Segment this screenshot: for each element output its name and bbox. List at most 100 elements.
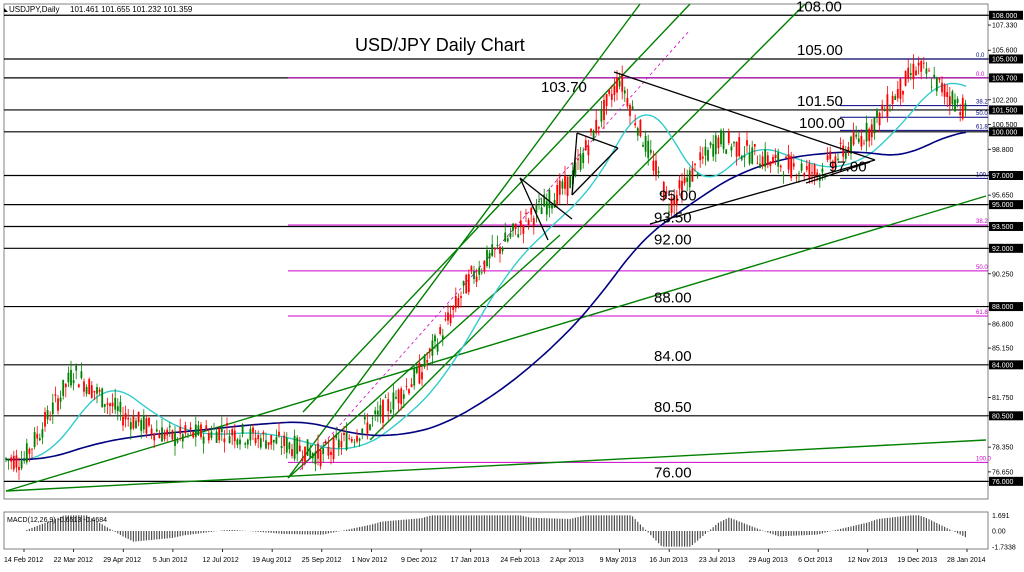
candle-body xyxy=(304,446,306,462)
candle-body xyxy=(527,220,530,226)
candle-body xyxy=(241,424,244,434)
candle-body xyxy=(881,104,884,111)
candle-body xyxy=(917,62,920,66)
candle-body xyxy=(124,413,127,420)
candle-body xyxy=(634,123,637,126)
candle-body xyxy=(215,431,218,443)
candle-body xyxy=(686,177,689,182)
candle-body xyxy=(618,80,621,87)
candle-body xyxy=(70,369,72,386)
candle-body xyxy=(395,397,397,399)
candle-body xyxy=(829,151,832,160)
candle-body xyxy=(626,97,629,107)
candle-body xyxy=(275,437,278,444)
candle-body xyxy=(389,409,392,413)
candle-body xyxy=(811,172,813,174)
candle-body xyxy=(317,443,319,459)
main-plot-frame xyxy=(3,3,989,500)
y-tick-label-bg xyxy=(989,54,1023,64)
candle-body xyxy=(720,130,722,145)
candle-body xyxy=(283,435,286,447)
y-tick-label: 101.500 xyxy=(992,107,1017,114)
candle-body xyxy=(465,274,468,294)
candle-body xyxy=(387,399,390,412)
candle-body xyxy=(179,426,182,434)
fib-upper-label: 50.0 xyxy=(976,111,988,117)
macd-tick-label: 1.691 xyxy=(992,513,1010,520)
candle-body xyxy=(350,439,353,442)
fib-lower-label: 38.2 xyxy=(976,219,988,225)
candle-body xyxy=(189,427,192,430)
candle-body xyxy=(280,445,283,448)
x-tick-label: 6 Oct 2013 xyxy=(798,557,832,564)
level-label: 76.00 xyxy=(654,464,692,481)
level-label: 88.00 xyxy=(654,290,692,307)
candle-body xyxy=(239,439,241,445)
candle-body xyxy=(345,432,348,450)
candle-body xyxy=(20,460,23,469)
candle-body xyxy=(948,96,951,106)
candle-body xyxy=(733,142,735,144)
candle-body xyxy=(397,389,400,404)
candle-body xyxy=(467,274,470,293)
candle-body xyxy=(51,402,54,415)
candle-body xyxy=(753,143,756,147)
candle-body xyxy=(891,95,894,105)
y-tick-label: 92.000 xyxy=(992,246,1014,253)
candle-body xyxy=(863,142,865,144)
candle-body xyxy=(639,120,642,137)
candle-body xyxy=(462,280,465,286)
candle-body xyxy=(730,146,733,151)
candle-body xyxy=(852,132,855,145)
candle-body xyxy=(743,155,746,158)
candle-body xyxy=(218,428,221,441)
candle-body xyxy=(478,267,481,275)
fib-upper-label: 38.2 xyxy=(976,100,988,106)
candle-body xyxy=(441,335,444,340)
candle-body xyxy=(543,195,546,207)
candle-body xyxy=(202,436,205,444)
candle-body xyxy=(642,144,644,147)
candle-body xyxy=(709,142,712,146)
candle-body xyxy=(148,417,150,426)
candle-body xyxy=(46,410,49,420)
candle-body xyxy=(865,122,868,142)
candle-body xyxy=(756,163,759,165)
candle-body xyxy=(787,154,790,170)
candle-body xyxy=(717,137,720,149)
candle-body xyxy=(922,62,925,64)
candle-body xyxy=(356,436,358,442)
candle-body xyxy=(114,397,117,410)
candle-body xyxy=(629,104,631,116)
fib-lower-label: 0.0 xyxy=(976,72,985,78)
candle-body xyxy=(426,360,429,363)
candle-body xyxy=(928,70,930,72)
candle-body xyxy=(405,385,408,387)
y-tick-label-bg xyxy=(989,170,1023,180)
candle-body xyxy=(597,126,600,129)
candle-body xyxy=(330,451,332,456)
pattern-line xyxy=(805,161,871,184)
y-tick-label: 97.000 xyxy=(992,173,1014,180)
symbol-label: USDJPY,Daily xyxy=(9,5,60,14)
candle-body xyxy=(795,177,798,179)
candle-body xyxy=(751,147,754,164)
candle-body xyxy=(83,381,85,392)
candle-body xyxy=(210,431,213,439)
candle-body xyxy=(766,155,769,166)
candle-body xyxy=(413,368,416,386)
y-tick-label: 85.150 xyxy=(992,346,1014,353)
candle-body xyxy=(132,416,135,429)
candle-body xyxy=(772,157,774,164)
candle-body xyxy=(96,387,98,394)
candle-body xyxy=(899,78,902,99)
candle-body xyxy=(896,89,899,99)
candle-body xyxy=(98,389,101,392)
candle-body xyxy=(410,384,413,388)
candle-body xyxy=(408,389,410,394)
macd-label: MACD(12,26,9) -0.6513 -0.4684 xyxy=(7,517,107,524)
candle-body xyxy=(28,448,31,454)
candle-body xyxy=(454,295,457,309)
fib-lower-label: 100.0 xyxy=(976,456,992,462)
